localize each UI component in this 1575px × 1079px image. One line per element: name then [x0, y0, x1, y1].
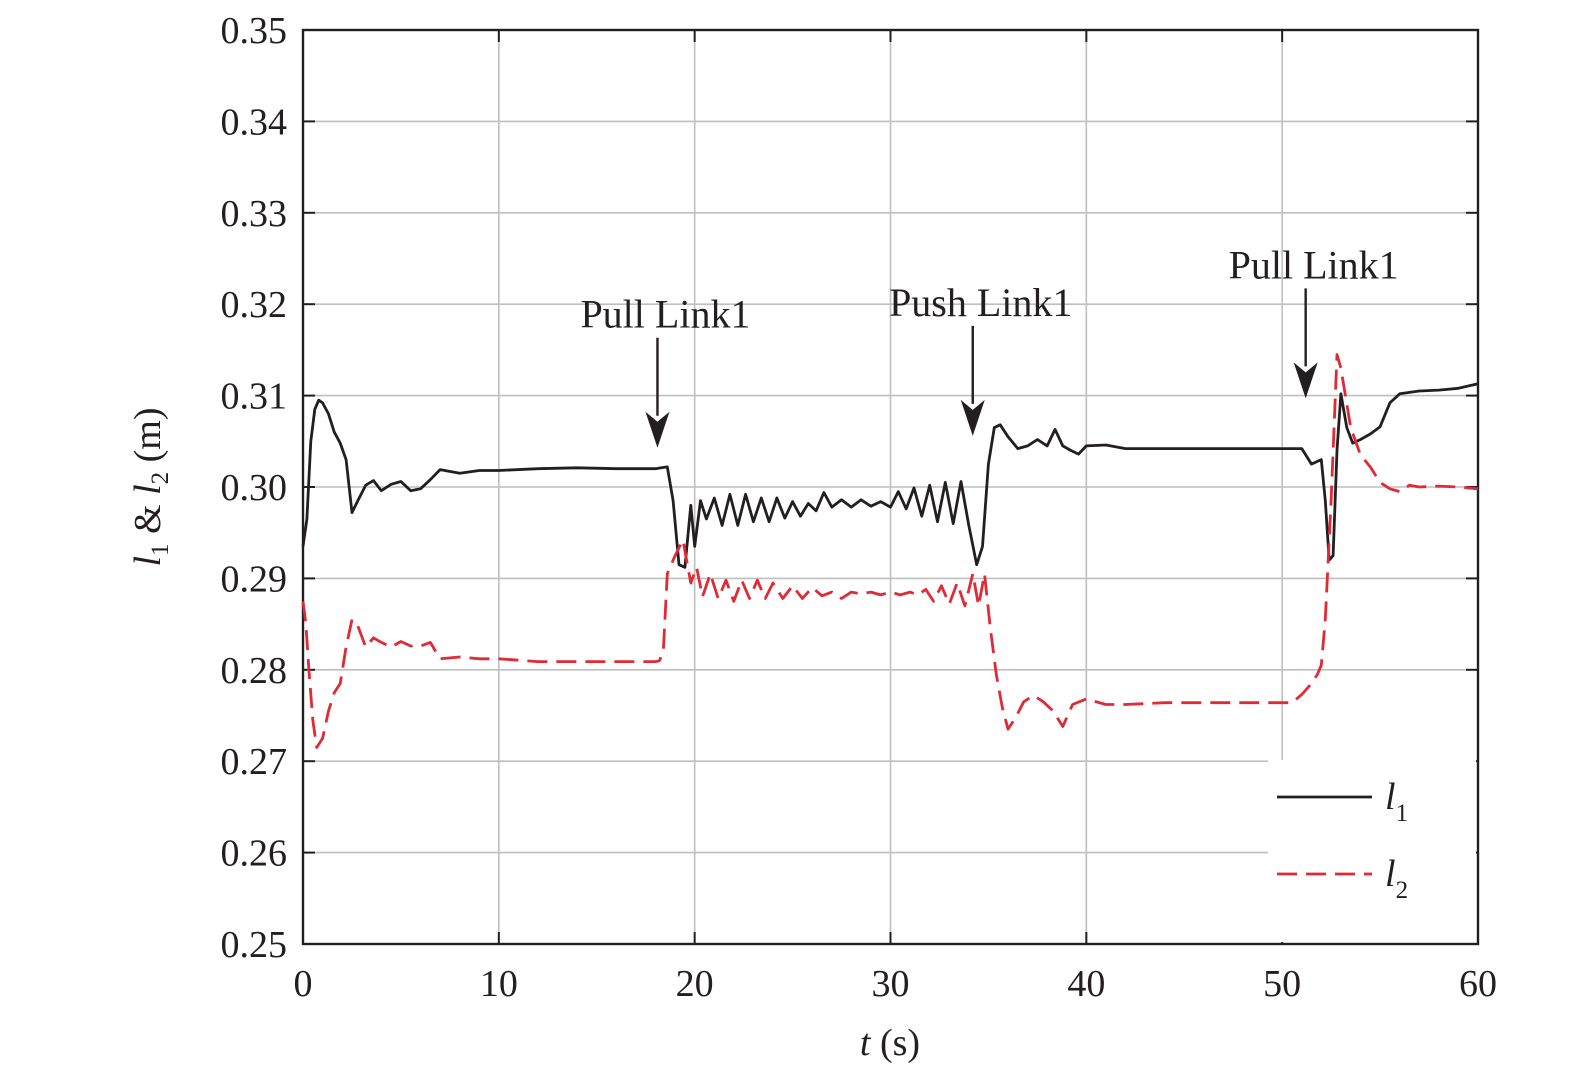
y-tick-label: 0.34 [221, 101, 288, 143]
annotation-label: Push Link1 [889, 280, 1072, 325]
x-axis-label: t (s) [860, 1022, 920, 1064]
y-axis-label: l1 & l2 (m) [127, 407, 174, 566]
series-layer [301, 353, 1479, 749]
annotation-arrowhead [645, 411, 670, 448]
y-tick-label: 0.25 [221, 924, 288, 966]
y-tick-label: 0.30 [221, 467, 288, 509]
x-tick-label: 30 [872, 963, 910, 1005]
legend: l1 l2 [1268, 760, 1476, 942]
x-tick-label: 60 [1459, 963, 1497, 1005]
legend-label-l2: l2 [1385, 853, 1408, 904]
series-line-l1 [301, 382, 1479, 569]
grid [303, 30, 1478, 944]
y-tick-label: 0.26 [221, 833, 288, 875]
annotation-label: Pull Link1 [1229, 242, 1399, 287]
y-tick-label: 0.32 [221, 284, 288, 326]
annotation-arrowhead [1293, 362, 1318, 399]
x-tick-label: 50 [1263, 963, 1301, 1005]
y-tick-label: 0.29 [221, 558, 288, 600]
annotation-label: Pull Link1 [580, 292, 750, 337]
y-tick-label: 0.31 [221, 376, 288, 418]
x-tick-label: 0 [294, 963, 313, 1005]
x-tick-label: 40 [1067, 963, 1105, 1005]
y-tick-label: 0.27 [221, 741, 288, 783]
legend-label-l1: l1 [1385, 776, 1408, 827]
x-tick-label: 20 [676, 963, 714, 1005]
axis-ticks: 0 10 20 30 40 50 60 0.25 0.26 0.27 0.28 0.29 0.30 0.3… [221, 10, 1498, 1005]
y-tick-label: 0.35 [221, 10, 288, 52]
y-tick-label: 0.28 [221, 650, 288, 692]
annotation-arrowhead [960, 399, 985, 436]
legend-box [1268, 760, 1476, 942]
y-tick-label: 0.33 [221, 193, 288, 235]
x-tick-label: 10 [480, 963, 518, 1005]
annotations: Pull Link1 Push Link1 Pull Link1 [580, 242, 1399, 448]
series-line-l2 [301, 353, 1479, 749]
